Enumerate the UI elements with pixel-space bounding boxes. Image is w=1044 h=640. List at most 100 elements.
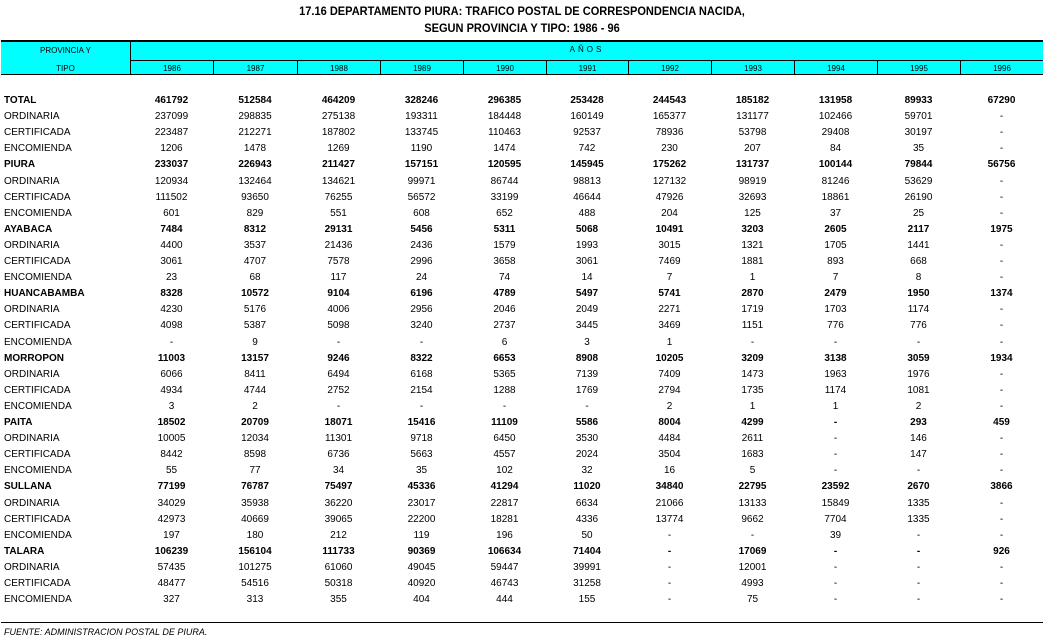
cell-1986: 8442	[160, 449, 183, 461]
cell-1994: 893	[827, 256, 844, 267]
cell-1988: 117	[330, 272, 347, 284]
cell-1990: 1579	[493, 239, 516, 251]
cell-1991: 160149	[570, 111, 604, 123]
cell-1991: 5497	[575, 288, 599, 300]
cell-1988: 211427	[322, 159, 355, 171]
cell-1990: 22817	[490, 497, 519, 509]
table-title: 17.16 DEPARTAMENTO PIURA: TRAFICO POSTAL…	[299, 4, 745, 18]
cell-1988: 4006	[327, 304, 350, 316]
cell-1987: 76787	[241, 481, 269, 493]
cell-1988: 6736	[327, 449, 350, 461]
cell-1992: 7	[666, 272, 673, 284]
cell-1995: 1081	[907, 384, 930, 396]
cell-1986: 4934	[160, 384, 183, 396]
cell-1990: 2046	[493, 304, 516, 316]
years-header: AÑOS	[131, 42, 1043, 61]
cell-1992: 3469	[658, 320, 681, 332]
cell-1986: 77199	[157, 481, 186, 493]
cell-1995: 79844	[904, 159, 933, 171]
cell-1986: 23	[165, 272, 178, 284]
cell-1990: 106634	[487, 545, 522, 557]
cell-1986: 106239	[154, 545, 189, 557]
table-row: CERTIFICADA 42973 40669 39065 22200 18281 4336…	[0, 512, 1044, 528]
cell-1986: 327	[163, 594, 180, 606]
cell-1993: 207	[744, 143, 761, 155]
cell-1994: -	[833, 594, 838, 606]
cell-1989: 99971	[407, 175, 436, 187]
cell-1988: 11301	[324, 433, 353, 445]
type-header-label: TIPO	[56, 64, 75, 73]
cell-1989: -	[419, 400, 424, 412]
cell-1986: 42973	[157, 513, 186, 525]
cell-1992: 1	[666, 336, 673, 348]
cell-1990: 46743	[490, 578, 519, 589]
cell-1986: 601	[163, 207, 180, 219]
cell-1992: 13774	[655, 513, 684, 525]
cell-1993: 131177	[736, 111, 769, 123]
cell-1989: 2154	[410, 384, 433, 396]
cell-1996: 56756	[987, 159, 1016, 171]
row-label: ORDINARIA	[4, 175, 60, 187]
cell-1995: 146	[910, 433, 927, 445]
row-label: HUANCABAMBA	[4, 288, 85, 300]
cell-1990: 196	[496, 529, 513, 541]
cell-1993: 1735	[741, 384, 764, 396]
table-row: ORDINARIA 57435 101275 61060 49045 59447 39991…	[0, 560, 1044, 576]
cell-1995: 25	[912, 207, 925, 219]
cell-1995: -	[916, 545, 921, 557]
row-label: ORDINARIA	[4, 304, 60, 316]
cell-1992: 165377	[652, 111, 687, 123]
table-row: CERTIFICADA 4098 5387 5098 3240 2737 3445 3469 1…	[0, 318, 1044, 334]
cell-1994: -	[833, 578, 838, 589]
cell-1995: 1174	[907, 304, 930, 316]
cell-1990: 18281	[490, 513, 519, 525]
cell-1995: -	[916, 529, 921, 541]
cell-1995: -	[916, 336, 921, 348]
cell-1987: 8411	[244, 368, 266, 380]
cell-1996: -	[999, 272, 1004, 284]
table-row: ENCOMIENDA 327 313 355 404 444 155 - 75 - - -	[0, 592, 1044, 608]
cell-1995: 1950	[907, 288, 930, 300]
cell-1990: 4557	[493, 449, 516, 461]
province-row: MORROPON 11003 13157 9246 8322 6653 8908 10205 3…	[0, 351, 1044, 367]
cell-1994: 1174	[824, 384, 847, 396]
row-label: ORDINARIA	[4, 497, 60, 509]
table-row: ENCOMIENDA 601 829 551 608 652 488 204 125 37 25 -	[0, 206, 1044, 222]
cell-1992: 34840	[655, 481, 684, 493]
cell-1989: 23017	[407, 497, 436, 509]
cell-1994: -	[833, 336, 838, 348]
cell-1994: 2605	[824, 223, 847, 235]
cell-1990: 5311	[493, 223, 516, 235]
cell-1991: 4336	[575, 513, 599, 525]
cell-1991: 8908	[575, 352, 599, 364]
cell-1994: 776	[827, 320, 844, 332]
cell-1993: 1321	[741, 239, 764, 251]
cell-1989: 8322	[410, 352, 433, 364]
table-row: ORDINARIA 34029 35938 36220 23017 22817 6634 21…	[0, 496, 1044, 512]
cell-1990: 1474	[493, 143, 516, 155]
cell-1989: 90369	[407, 545, 436, 557]
row-label: CERTIFICADA	[4, 513, 71, 525]
cell-1996: -	[999, 207, 1004, 219]
cell-1986: 197	[163, 529, 180, 541]
cell-1989: 9718	[410, 433, 433, 445]
row-label: SULLANA	[4, 481, 52, 493]
cell-1990: 74	[498, 272, 511, 284]
cell-1991: 3	[584, 336, 590, 348]
cell-1991: 145945	[570, 159, 604, 171]
cell-1986: 57435	[157, 561, 186, 573]
cell-1995: 1441	[907, 239, 930, 251]
cell-1990: 86744	[490, 175, 519, 187]
cell-1988: 7578	[327, 256, 350, 267]
cell-1989: 45336	[407, 481, 436, 493]
cell-1988: 111733	[322, 545, 355, 557]
cell-1986: 3061	[160, 256, 183, 267]
cell-1987: 5387	[243, 320, 267, 332]
cell-1991: 742	[578, 143, 596, 155]
year-header-1994: 1994	[794, 61, 877, 75]
year-header-1988: 1988	[297, 61, 380, 75]
cell-1991: 98813	[573, 175, 601, 187]
cell-1986: 8328	[160, 288, 183, 300]
row-label: ORDINARIA	[4, 433, 60, 445]
cell-1986: 237099	[154, 111, 189, 123]
